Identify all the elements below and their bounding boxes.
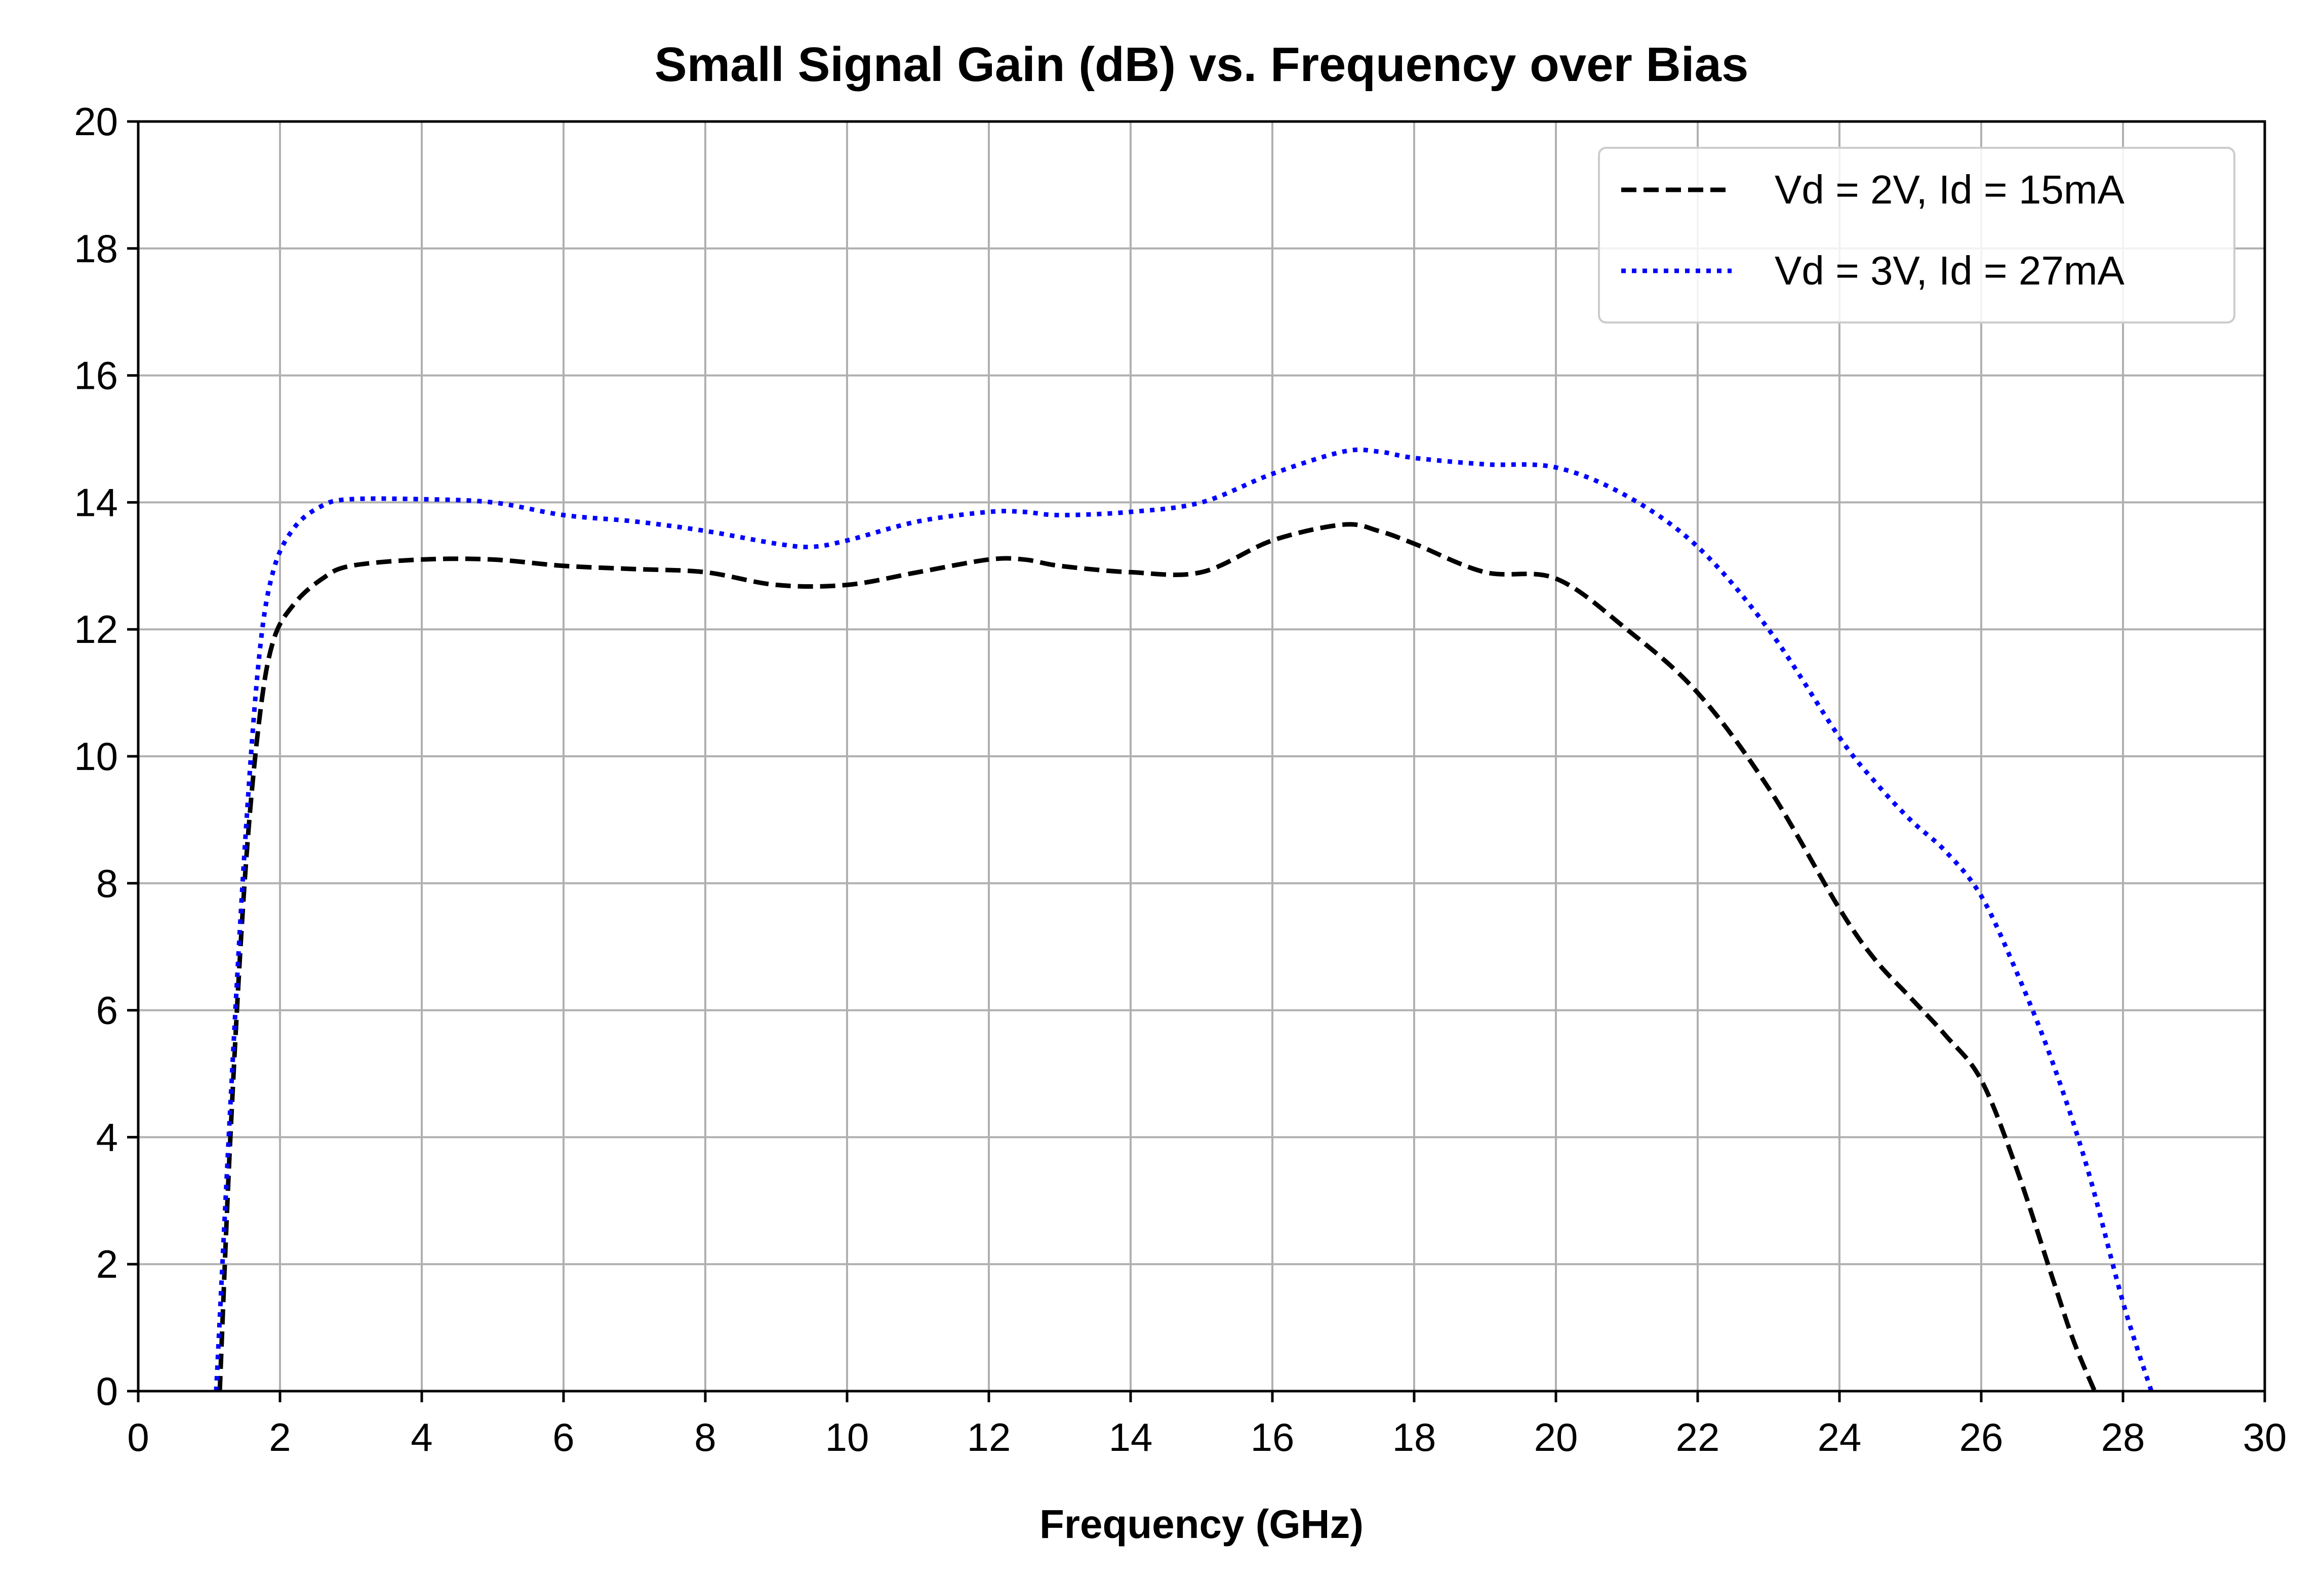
x-tick-label: 0 bbox=[127, 1415, 149, 1459]
x-tick-label: 4 bbox=[411, 1415, 432, 1459]
y-tick-label: 10 bbox=[74, 734, 118, 779]
x-tick-label: 26 bbox=[1959, 1415, 2004, 1459]
y-tick-label: 12 bbox=[74, 607, 118, 652]
x-tick-label: 14 bbox=[1109, 1415, 1153, 1459]
chart-title: Small Signal Gain (dB) vs. Frequency ove… bbox=[655, 37, 1749, 92]
axis-ticks: 0 2 4 6 8 10 12 14 16 18 20 22 24 26 28 300246810121416… bbox=[74, 99, 2287, 1459]
y-tick-label: 0 bbox=[96, 1369, 118, 1413]
x-tick-label: 16 bbox=[1251, 1415, 1295, 1459]
x-tick-label: 10 bbox=[825, 1415, 869, 1459]
y-tick-label: 6 bbox=[96, 988, 118, 1033]
y-tick-label: 8 bbox=[96, 861, 118, 906]
y-tick-label: 20 bbox=[74, 99, 118, 144]
y-tick-label: 14 bbox=[74, 480, 118, 524]
plot-series bbox=[214, 447, 2154, 1391]
x-tick-label: 28 bbox=[2101, 1415, 2145, 1459]
x-tick-label: 12 bbox=[967, 1415, 1011, 1459]
series-line-2 bbox=[214, 447, 2154, 1391]
legend-label-series-2: Vd = 3V, Id = 27mA bbox=[1775, 248, 2125, 293]
y-tick-label: 2 bbox=[96, 1242, 118, 1286]
y-tick-label: 4 bbox=[96, 1115, 118, 1159]
legend-box bbox=[1598, 147, 2235, 323]
legend-label-series-1: Vd = 2V, Id = 15mA bbox=[1775, 167, 2125, 212]
x-tick-label: 8 bbox=[694, 1415, 716, 1459]
series-line-1 bbox=[217, 522, 2097, 1391]
x-tick-label: 24 bbox=[1818, 1415, 1862, 1459]
x-axis-label: Frequency (GHz) bbox=[1039, 1501, 1364, 1547]
x-tick-label: 20 bbox=[1534, 1415, 1578, 1459]
x-tick-label: 18 bbox=[1392, 1415, 1436, 1459]
y-tick-label: 16 bbox=[74, 353, 118, 398]
legend: Vd = 2V, Id = 15mA Vd = 3V, Id = 27mA bbox=[1598, 147, 2235, 323]
x-tick-label: 22 bbox=[1676, 1415, 1720, 1459]
x-tick-label: 30 bbox=[2243, 1415, 2287, 1459]
y-tick-label: 18 bbox=[74, 226, 118, 271]
grid-lines bbox=[137, 120, 2266, 1392]
x-tick-label: 6 bbox=[552, 1415, 574, 1459]
x-tick-label: 2 bbox=[269, 1415, 291, 1459]
